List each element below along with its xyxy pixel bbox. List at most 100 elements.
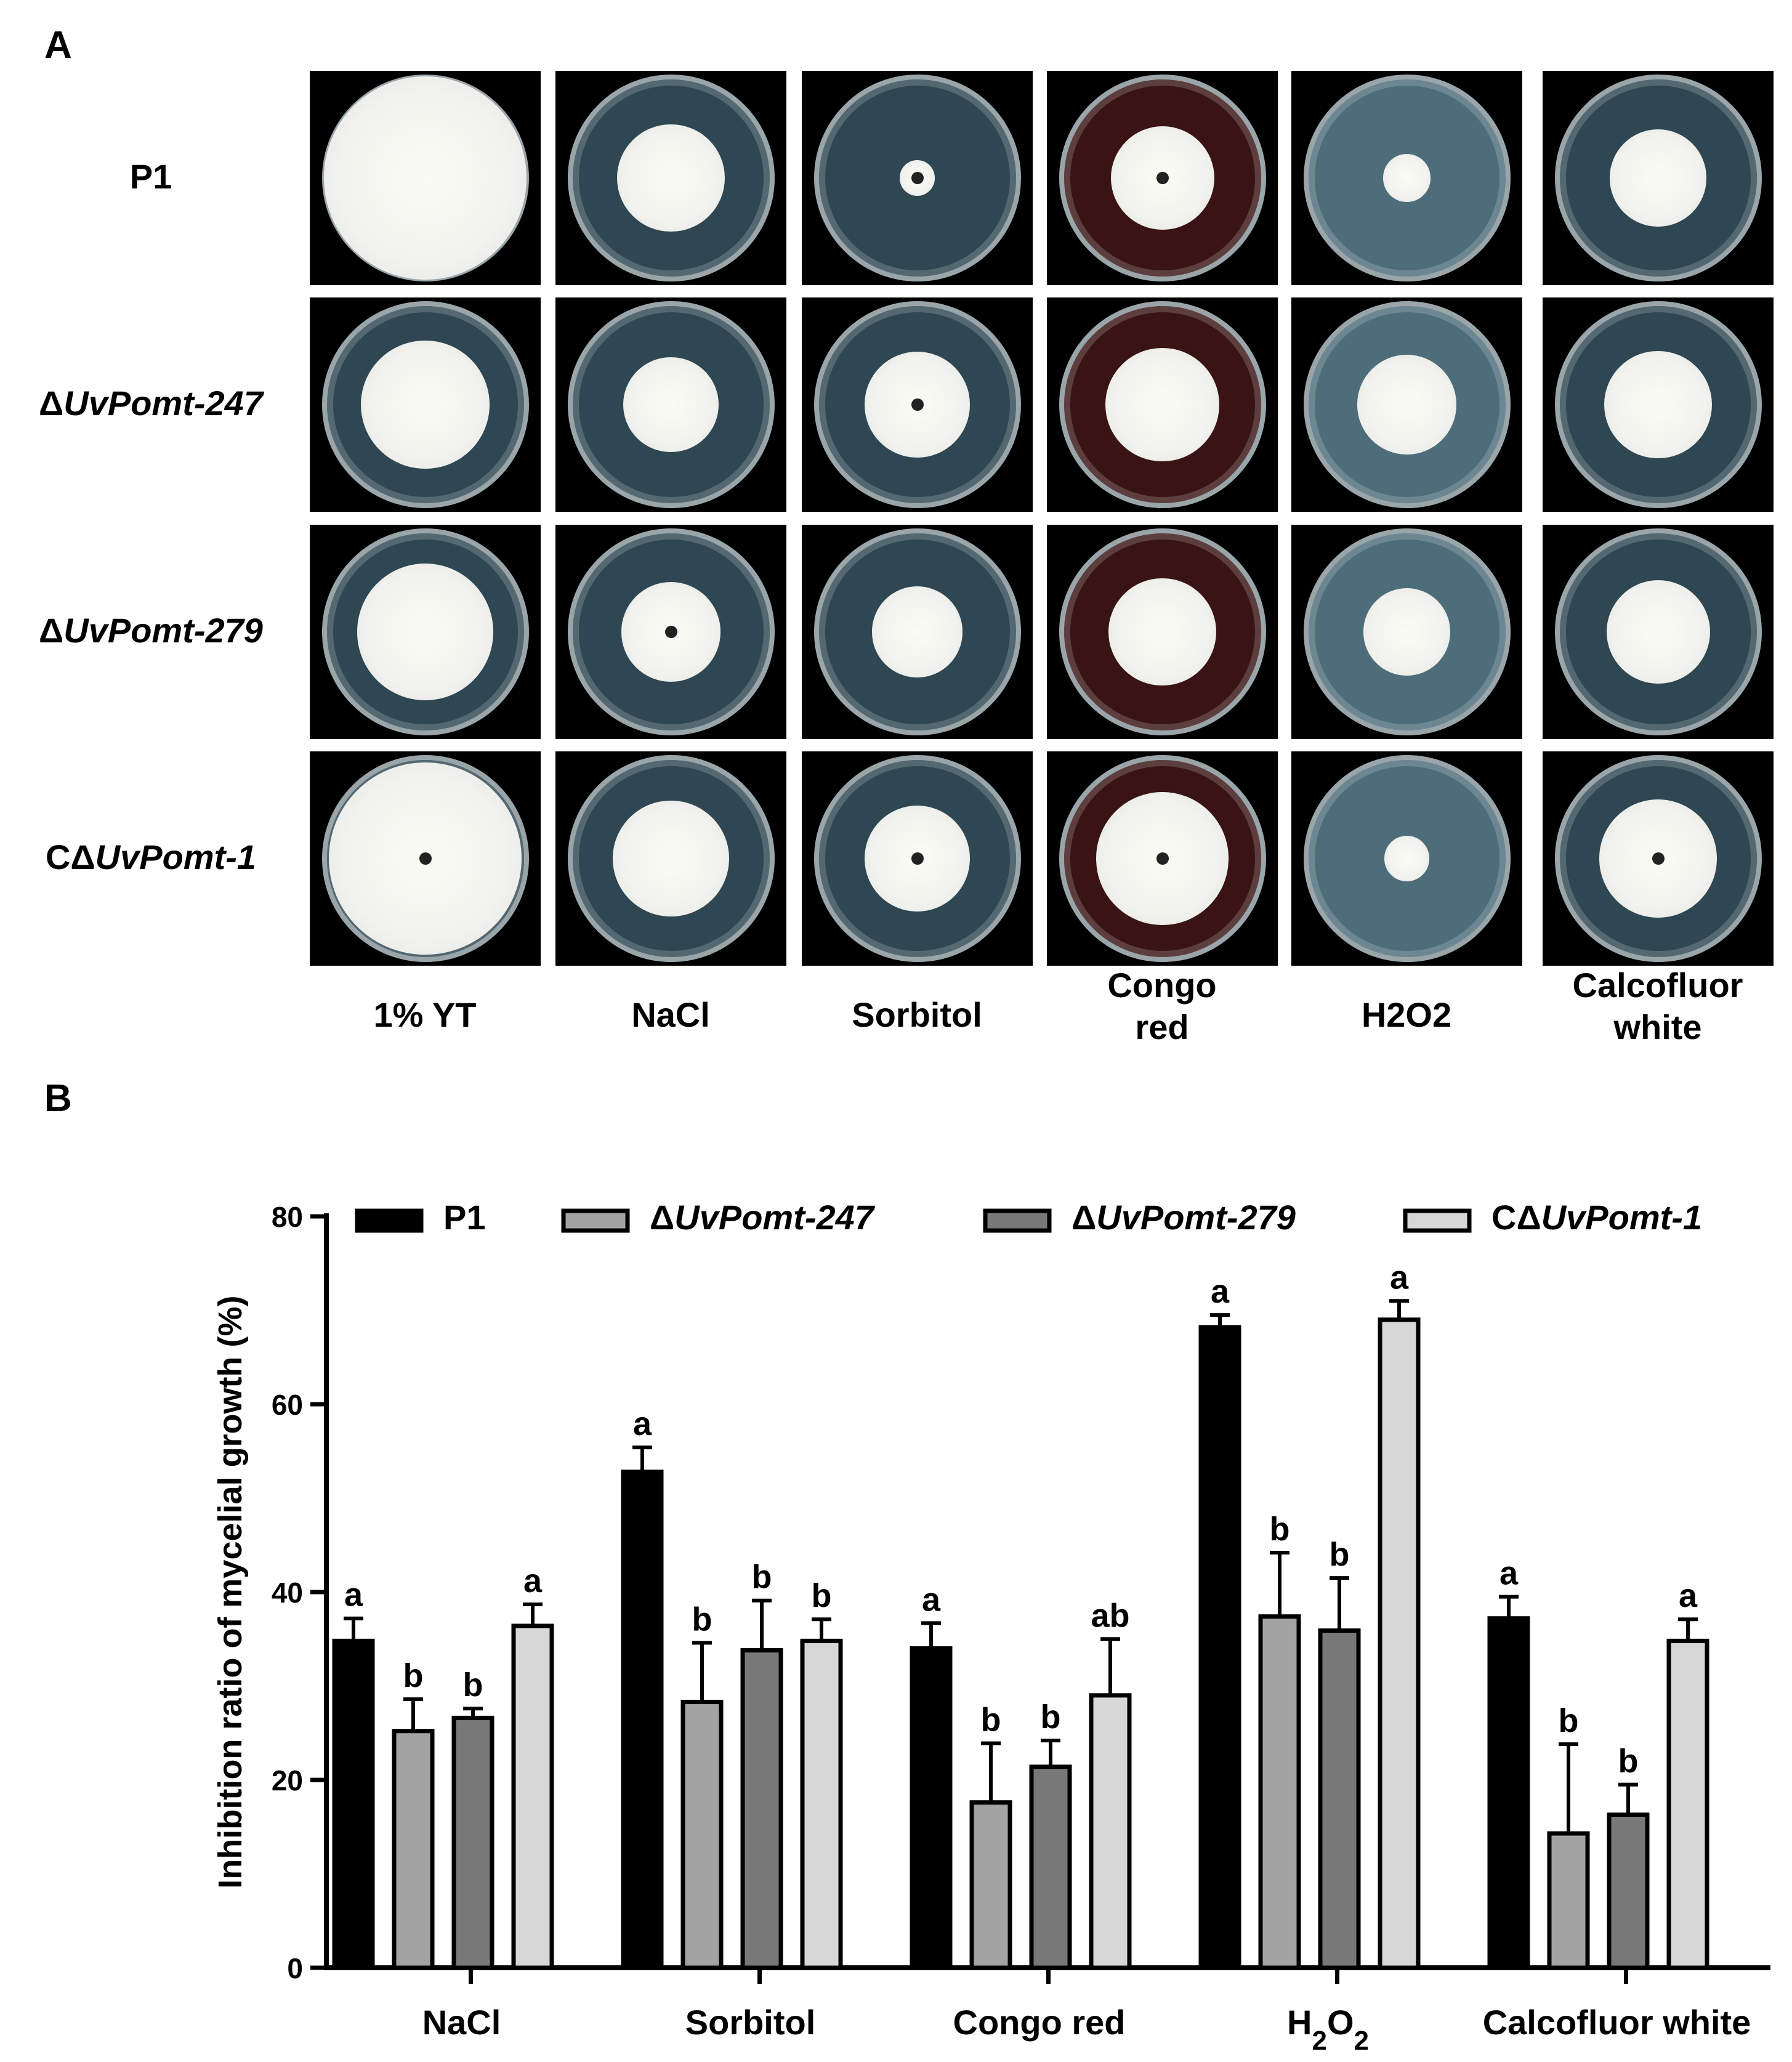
legend-label-prefix: CΔ xyxy=(1491,1198,1541,1237)
column-label-line1: NaCl xyxy=(631,995,710,1034)
fungal-colony xyxy=(1382,154,1431,202)
significance-letter: b xyxy=(1330,1536,1350,1573)
legend-label-prefix: Δ xyxy=(1072,1198,1096,1237)
significance-letter: a xyxy=(1499,1555,1519,1592)
plate-photo xyxy=(310,297,541,512)
x-tick-label: Calcofluor white xyxy=(1483,2003,1751,2042)
column-label-line1: Sorbitol xyxy=(852,995,982,1034)
row-label: ΔUvPomt-247 xyxy=(0,386,302,421)
significance-letter: ab xyxy=(1091,1597,1129,1634)
legend-label-prefix: Δ xyxy=(650,1198,674,1237)
bar xyxy=(1378,1317,1421,1970)
legend-label: CΔUvPomt-1 xyxy=(1491,1198,1702,1237)
bar xyxy=(1198,1325,1241,1970)
row-label-prefix: Δ xyxy=(39,384,64,423)
fungal-colony xyxy=(1105,347,1219,462)
fungal-colony xyxy=(1606,580,1710,684)
column-label: Calcofluor white xyxy=(1535,964,1781,1049)
significance-letter: a xyxy=(922,1581,941,1618)
significance-letter: a xyxy=(1390,1259,1409,1296)
bar xyxy=(392,1729,435,1970)
petri-dish xyxy=(1303,75,1511,281)
legend-swatch xyxy=(1403,1208,1472,1233)
fungal-colony xyxy=(1609,129,1707,227)
petri-dish xyxy=(1554,301,1762,508)
bar xyxy=(1089,1693,1132,1970)
inoculum-spot xyxy=(664,626,677,638)
x-tick-label-part: O xyxy=(1327,2003,1354,2042)
plate-photo xyxy=(1543,71,1774,285)
legend-swatch xyxy=(355,1208,424,1233)
inoculum-spot xyxy=(911,852,924,865)
plate-photo xyxy=(802,751,1033,966)
bar xyxy=(1607,1812,1650,1970)
significance-letter: b xyxy=(403,1657,424,1694)
x-tick-label: Congo red xyxy=(953,2003,1126,2042)
y-tick-label: 0 xyxy=(287,1952,303,1984)
significance-letter: b xyxy=(981,1702,1001,1739)
row-label-strain: UvPomt-1 xyxy=(95,838,257,876)
row-label-prefix: CΔ xyxy=(45,838,95,876)
column-label: 1% YT xyxy=(302,994,548,1036)
bar xyxy=(680,1699,724,1970)
significance-letter: b xyxy=(752,1559,772,1596)
significance-letter: a xyxy=(1211,1273,1230,1310)
x-tick-label: NaCl xyxy=(422,2003,501,2042)
legend-label-strain: UvPomt-279 xyxy=(1096,1198,1296,1237)
fungal-colony xyxy=(361,340,490,469)
inoculum-spot xyxy=(419,852,432,865)
plate-photo xyxy=(555,297,786,512)
plate-photo xyxy=(555,751,786,966)
legend-swatch xyxy=(983,1208,1052,1233)
bar xyxy=(332,1638,375,1970)
plate-photo xyxy=(555,525,786,739)
plate-photo xyxy=(802,525,1033,739)
significance-letter: b xyxy=(1270,1511,1290,1548)
row-label-strain: UvPomt-247 xyxy=(63,384,263,423)
bar xyxy=(451,1715,494,1970)
plate-photo xyxy=(1291,71,1522,285)
x-tick-label-part: H xyxy=(1287,2003,1312,2042)
column-label-line2: red xyxy=(1135,1008,1189,1047)
plate-photo xyxy=(1291,751,1522,966)
row-label-suffix: P1 xyxy=(129,157,172,196)
plate-photo xyxy=(1047,297,1278,512)
significance-letter: a xyxy=(1679,1577,1698,1614)
significance-letter: a xyxy=(523,1563,543,1599)
plate-photo xyxy=(1291,297,1522,512)
column-label: NaCl xyxy=(547,994,794,1036)
x-tick-label-part: 2 xyxy=(1354,2026,1369,2056)
column-label-line1: 1% YT xyxy=(373,995,477,1034)
legend-label-suffix: P1 xyxy=(443,1198,486,1237)
column-label-line1: H2O2 xyxy=(1361,995,1452,1034)
legend-swatch xyxy=(561,1208,630,1233)
inoculum-spot xyxy=(1156,172,1169,184)
plate-photo xyxy=(1543,297,1774,512)
fungal-colony xyxy=(871,586,963,677)
plate-photo xyxy=(802,297,1033,512)
row-label: P1 xyxy=(0,160,302,194)
plate-photo xyxy=(310,71,541,285)
column-label: Sorbitol xyxy=(794,994,1040,1036)
row-label-strain: UvPomt-279 xyxy=(63,611,263,650)
x-tick-label-part: 2 xyxy=(1312,2026,1326,2056)
bar xyxy=(1029,1765,1072,1970)
legend-label: ΔUvPomt-247 xyxy=(650,1198,876,1237)
fungal-colony xyxy=(323,76,527,280)
plate-photo xyxy=(1047,525,1278,739)
row-label: ΔUvPomt-279 xyxy=(0,613,302,648)
significance-letter: b xyxy=(692,1601,712,1638)
significance-letter: b xyxy=(463,1667,483,1704)
plate-photo xyxy=(1047,71,1278,285)
plate-photo xyxy=(1543,525,1774,739)
legend-label: P1 xyxy=(443,1198,486,1237)
fungal-colony xyxy=(1357,355,1457,455)
bar xyxy=(1318,1628,1361,1970)
bar xyxy=(1487,1616,1530,1970)
bar xyxy=(1258,1614,1301,1970)
column-label: H2O2 xyxy=(1283,994,1530,1036)
plate-photo xyxy=(310,751,541,966)
legend-label-strain: UvPomt-247 xyxy=(674,1198,876,1237)
inoculum-spot xyxy=(1156,852,1169,865)
